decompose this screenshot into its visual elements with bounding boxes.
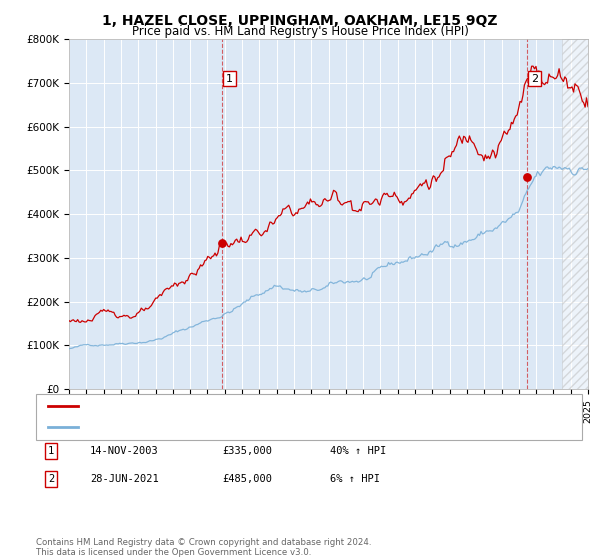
Text: 1: 1 xyxy=(226,73,233,83)
Text: Price paid vs. HM Land Registry's House Price Index (HPI): Price paid vs. HM Land Registry's House … xyxy=(131,25,469,38)
Text: 1, HAZEL CLOSE, UPPINGHAM, OAKHAM, LE15 9QZ: 1, HAZEL CLOSE, UPPINGHAM, OAKHAM, LE15 … xyxy=(102,14,498,28)
Text: 1, HAZEL CLOSE, UPPINGHAM, OAKHAM, LE15 9QZ (detached house): 1, HAZEL CLOSE, UPPINGHAM, OAKHAM, LE15 … xyxy=(84,401,421,411)
Point xyxy=(523,172,532,181)
Text: 40% ↑ HPI: 40% ↑ HPI xyxy=(330,446,386,456)
Text: HPI: Average price, detached house, Rutland: HPI: Average price, detached house, Rutl… xyxy=(84,422,302,432)
Text: £335,000: £335,000 xyxy=(222,446,272,456)
Text: 1: 1 xyxy=(48,446,54,456)
Text: 28-JUN-2021: 28-JUN-2021 xyxy=(90,474,159,484)
Text: 2: 2 xyxy=(48,474,54,484)
Text: 14-NOV-2003: 14-NOV-2003 xyxy=(90,446,159,456)
Text: 2: 2 xyxy=(531,73,538,83)
Text: 6% ↑ HPI: 6% ↑ HPI xyxy=(330,474,380,484)
Bar xyxy=(562,39,588,389)
Point xyxy=(218,238,227,247)
Text: Contains HM Land Registry data © Crown copyright and database right 2024.
This d: Contains HM Land Registry data © Crown c… xyxy=(36,538,371,557)
Text: £485,000: £485,000 xyxy=(222,474,272,484)
